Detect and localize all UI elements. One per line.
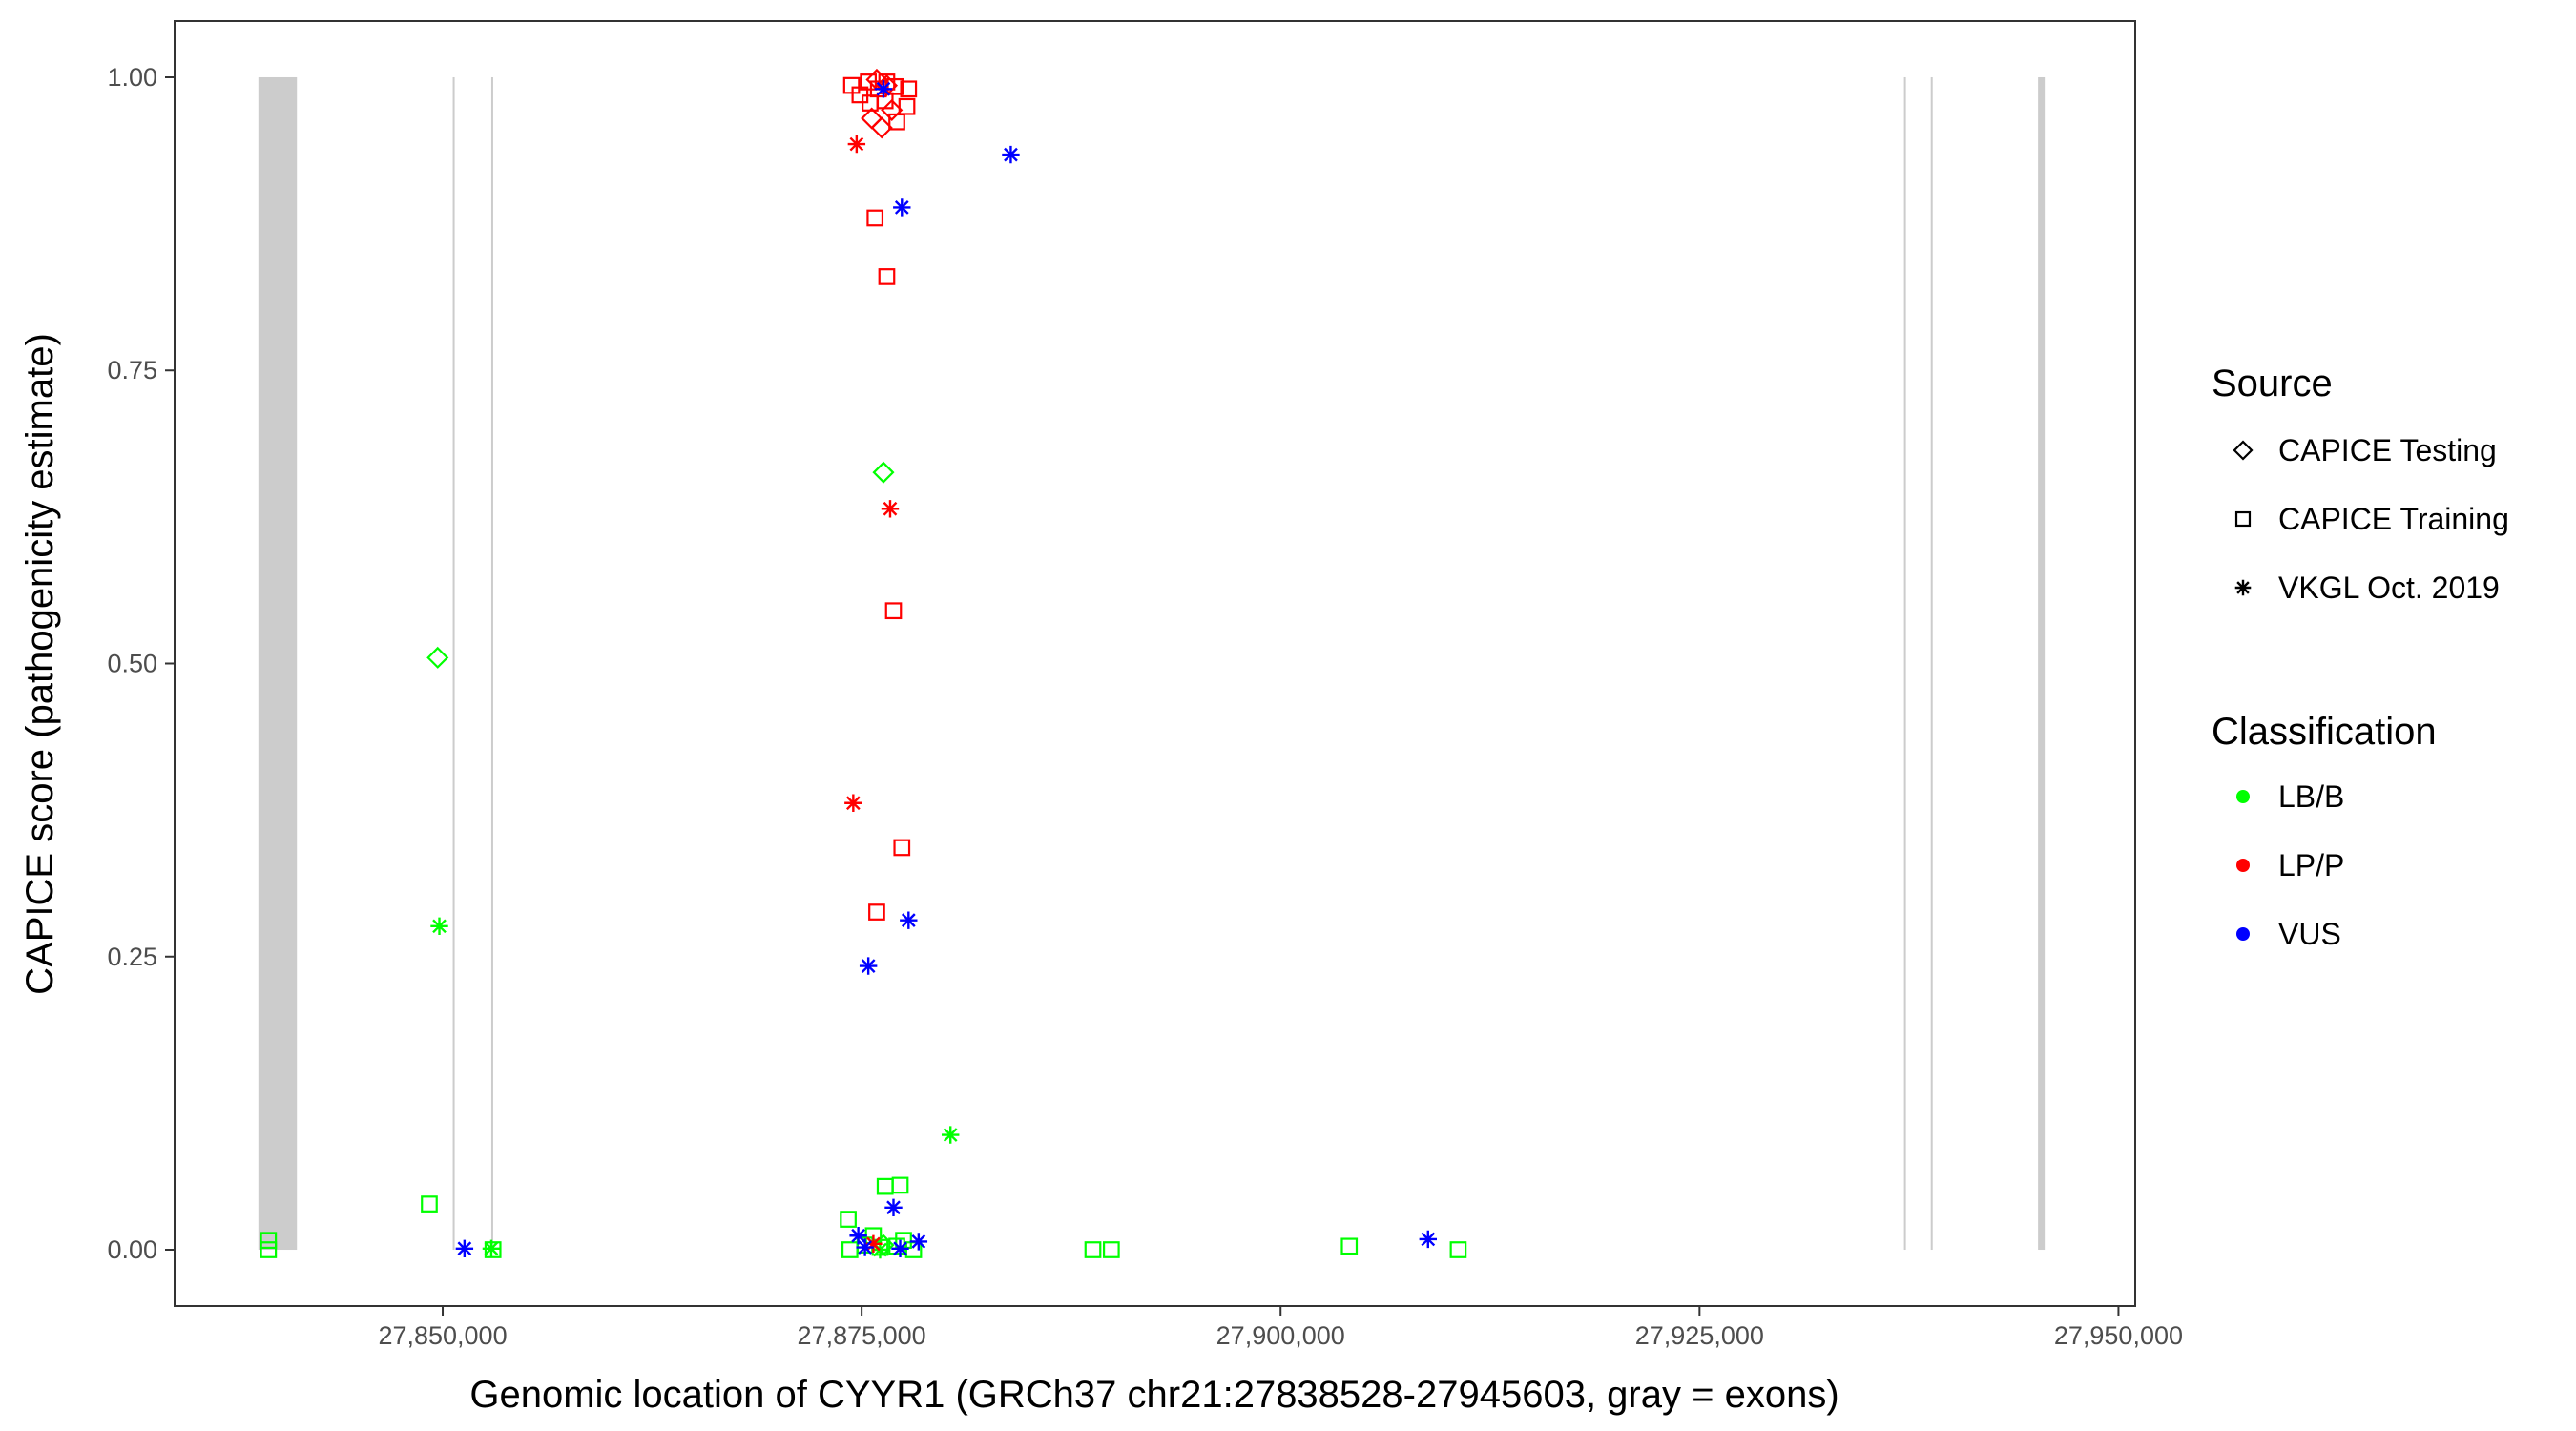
y-tick-label: 0.50 <box>107 650 157 678</box>
x-tick-label: 27,850,000 <box>378 1321 507 1350</box>
data-point <box>426 646 449 669</box>
legend-label-vus: VUS <box>2278 917 2341 951</box>
data-point <box>891 1239 909 1257</box>
data-point <box>482 1239 501 1257</box>
data-point <box>1102 1241 1120 1258</box>
data-point <box>1449 1241 1467 1258</box>
x-axis-title: Genomic location of CYYR1 (GRCh37 chr21:… <box>469 1374 1839 1416</box>
data-point <box>849 1227 867 1245</box>
data-point <box>893 198 911 217</box>
data-point <box>886 77 904 95</box>
data-point <box>864 1234 883 1254</box>
data-point <box>888 113 905 131</box>
exon-band <box>1930 76 1933 1251</box>
legend-label-vkgl: VKGL Oct. 2019 <box>2278 570 2500 605</box>
data-point <box>871 1240 889 1259</box>
data-point <box>868 903 885 921</box>
x-tick-label: 27,950,000 <box>2054 1321 2183 1350</box>
y-tick-label: 0.75 <box>107 356 157 384</box>
legend-source-title: Source <box>2212 363 2333 404</box>
data-point <box>1419 1230 1437 1249</box>
data-point <box>942 1126 960 1144</box>
legend-label-lbb: LB/B <box>2278 779 2344 814</box>
data-point <box>898 97 916 115</box>
legend-source-entries: CAPICE Testing CAPICE Training VKGL Oct. 2… <box>2233 433 2509 605</box>
x-tick-label: 27,925,000 <box>1635 1321 1764 1350</box>
data-point <box>1084 1241 1102 1258</box>
data-point <box>859 957 878 975</box>
data-point <box>430 917 448 935</box>
y-axis-title: CAPICE score (pathogenicity estimate) <box>19 333 61 995</box>
exon-band <box>490 76 493 1251</box>
data-point <box>878 268 896 285</box>
x-axis: 27,850,000 27,875,000 27,900,000 27,925,000… <box>378 1306 2183 1350</box>
data-point <box>260 1232 278 1250</box>
data-point <box>856 1238 874 1256</box>
data-point <box>870 116 893 139</box>
data-point <box>866 209 884 227</box>
data-point <box>260 1241 278 1258</box>
y-tick-label: 1.00 <box>107 63 157 92</box>
data-point <box>884 1198 903 1216</box>
x-tick-label: 27,900,000 <box>1216 1321 1345 1350</box>
data-point <box>1340 1237 1359 1255</box>
data-point <box>900 911 918 929</box>
y-tick-label: 0.25 <box>107 943 157 971</box>
x-tick-label: 27,875,000 <box>798 1321 926 1350</box>
point-layer <box>260 68 1467 1259</box>
data-point <box>881 98 904 121</box>
data-point <box>1002 145 1020 164</box>
legend-key-testing <box>2233 440 2254 461</box>
exon-band <box>258 76 298 1251</box>
exon-layer <box>258 76 2046 1251</box>
legend-key-lbb <box>2236 790 2250 803</box>
legend-label-training: CAPICE Training <box>2278 502 2509 536</box>
data-point <box>891 1176 909 1194</box>
exon-band <box>2038 76 2046 1251</box>
data-point <box>874 80 893 98</box>
data-point <box>881 500 900 518</box>
exon-band <box>1903 76 1906 1251</box>
y-tick-label: 0.00 <box>107 1235 157 1264</box>
legend-classification-entries: LB/B LP/P VUS <box>2236 779 2344 951</box>
data-point <box>484 1241 502 1258</box>
data-point <box>844 794 862 812</box>
legend-label-lpp: LP/P <box>2278 848 2344 882</box>
legend-key-training <box>2234 510 2252 528</box>
data-point <box>840 1211 857 1228</box>
exon-band <box>452 76 455 1251</box>
data-point <box>455 1239 474 1257</box>
data-point <box>847 135 866 154</box>
legend: Source CAPICE Testing CAPICE Training VKGL… <box>2212 363 2509 951</box>
data-point <box>421 1195 438 1213</box>
legend-key-vus <box>2236 927 2250 941</box>
data-point <box>893 839 911 857</box>
legend-key-vkgl <box>2234 579 2252 596</box>
data-point <box>876 92 894 110</box>
data-point <box>872 461 895 484</box>
legend-label-testing: CAPICE Testing <box>2278 433 2497 467</box>
legend-classification-title: Classification <box>2212 711 2437 753</box>
data-point <box>909 1233 928 1251</box>
legend-key-lpp <box>2236 859 2250 872</box>
data-point <box>884 602 903 620</box>
y-axis: 0.00 0.25 0.50 0.75 1.00 <box>107 63 175 1264</box>
data-point <box>900 80 918 98</box>
